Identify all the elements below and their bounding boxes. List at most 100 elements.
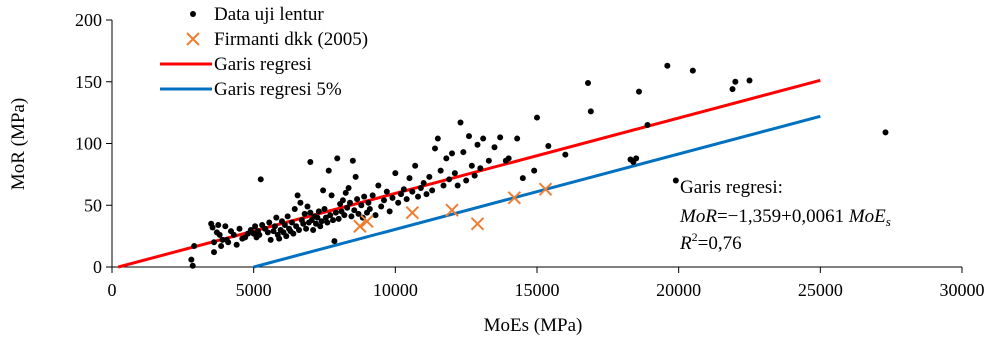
data-point	[347, 199, 353, 206]
regression-annotation-title: Garis regresi:	[680, 177, 783, 198]
data-point	[332, 209, 339, 216]
data-point	[366, 205, 373, 212]
data-point	[587, 108, 594, 115]
data-point	[191, 243, 198, 250]
y-tick-label: 150	[75, 72, 102, 92]
legend-label: Firmanti dkk (2005)	[214, 29, 368, 50]
data-point	[882, 129, 889, 136]
y-tick-label: 0	[93, 257, 102, 277]
data-point	[664, 62, 671, 69]
data-point	[519, 175, 526, 182]
data-point	[330, 217, 336, 224]
r-squared: R2=0,76	[679, 230, 742, 254]
data-point	[297, 199, 304, 206]
data-point	[365, 199, 372, 206]
data-point	[468, 162, 475, 169]
data-point	[423, 191, 430, 198]
data-point	[341, 212, 348, 219]
data-point	[375, 182, 382, 189]
data-point	[219, 236, 226, 243]
legend: Data uji lentur Firmanti dkk (2005) Garis …	[160, 4, 368, 100]
data-point	[732, 78, 739, 85]
data-point	[534, 114, 540, 121]
data-point	[344, 204, 351, 211]
data-point	[689, 67, 696, 74]
data-point	[354, 196, 361, 203]
x-tick-label: 0	[108, 280, 117, 300]
data-point	[409, 188, 416, 195]
data-point	[389, 194, 396, 201]
data-point	[284, 213, 291, 220]
data-point	[400, 186, 407, 193]
data-point	[345, 184, 352, 191]
data-point	[349, 157, 356, 164]
data-point	[230, 231, 237, 238]
data-point	[271, 223, 278, 230]
data-point	[415, 193, 421, 200]
legend-marker-data	[190, 11, 196, 17]
data-point	[361, 193, 368, 200]
data-point	[216, 231, 223, 238]
data-point	[348, 213, 355, 220]
data-point	[315, 208, 322, 215]
legend-marker-firmanti	[186, 32, 200, 46]
data-point	[310, 226, 317, 233]
x-tick-label: 20000	[656, 280, 701, 300]
data-point	[636, 88, 642, 95]
data-point	[273, 214, 280, 221]
data-point	[440, 182, 447, 189]
data-point	[331, 238, 338, 245]
data-point	[318, 218, 325, 225]
y-axis-title: MoR (MPa)	[8, 98, 29, 190]
data-point	[446, 176, 453, 183]
data-point	[266, 219, 273, 226]
data-point	[335, 215, 342, 222]
data-point	[264, 229, 271, 236]
data-point	[463, 177, 470, 184]
data-point	[383, 188, 390, 195]
data-point	[480, 135, 487, 142]
data-point	[303, 225, 310, 232]
x-axis-title: MoEs (MPa)	[484, 315, 583, 336]
data-point	[729, 86, 736, 93]
y-tick-label: 50	[84, 195, 102, 215]
firmanti-point	[470, 217, 485, 231]
data-point	[252, 223, 259, 230]
data-point	[417, 184, 424, 191]
data-point	[449, 150, 455, 157]
regression-equation: MoR=−1,359+0,0061 MoEs	[679, 206, 891, 229]
data-point	[386, 208, 393, 215]
data-point	[188, 256, 195, 263]
legend-label: Garis regresi	[214, 54, 312, 75]
data-point	[300, 220, 307, 227]
data-point	[398, 191, 404, 198]
firmanti-point	[360, 214, 374, 229]
legend-label: Data uji lentur	[214, 4, 324, 25]
data-point	[497, 134, 504, 141]
y-tick-label: 200	[75, 10, 102, 30]
data-point	[443, 155, 450, 162]
data-point	[294, 192, 301, 199]
data-point	[505, 155, 512, 162]
data-point	[290, 230, 297, 237]
data-point	[378, 203, 385, 210]
data-point	[420, 180, 427, 187]
firmanti-point	[538, 182, 553, 196]
regression-5-line	[253, 114, 821, 269]
data-point	[434, 135, 441, 142]
data-point	[585, 79, 591, 86]
data-point	[328, 192, 335, 199]
firmanti-point	[405, 205, 420, 220]
y-tick-label: 100	[75, 134, 102, 154]
x-tick-label: 25000	[798, 280, 843, 300]
data-point	[233, 241, 240, 248]
data-point	[225, 239, 232, 246]
data-point	[320, 187, 327, 194]
data-point	[304, 203, 311, 210]
data-point	[514, 135, 521, 142]
data-point	[283, 233, 290, 240]
data-point	[531, 167, 538, 174]
data-point	[307, 209, 314, 216]
data-point	[358, 202, 365, 209]
